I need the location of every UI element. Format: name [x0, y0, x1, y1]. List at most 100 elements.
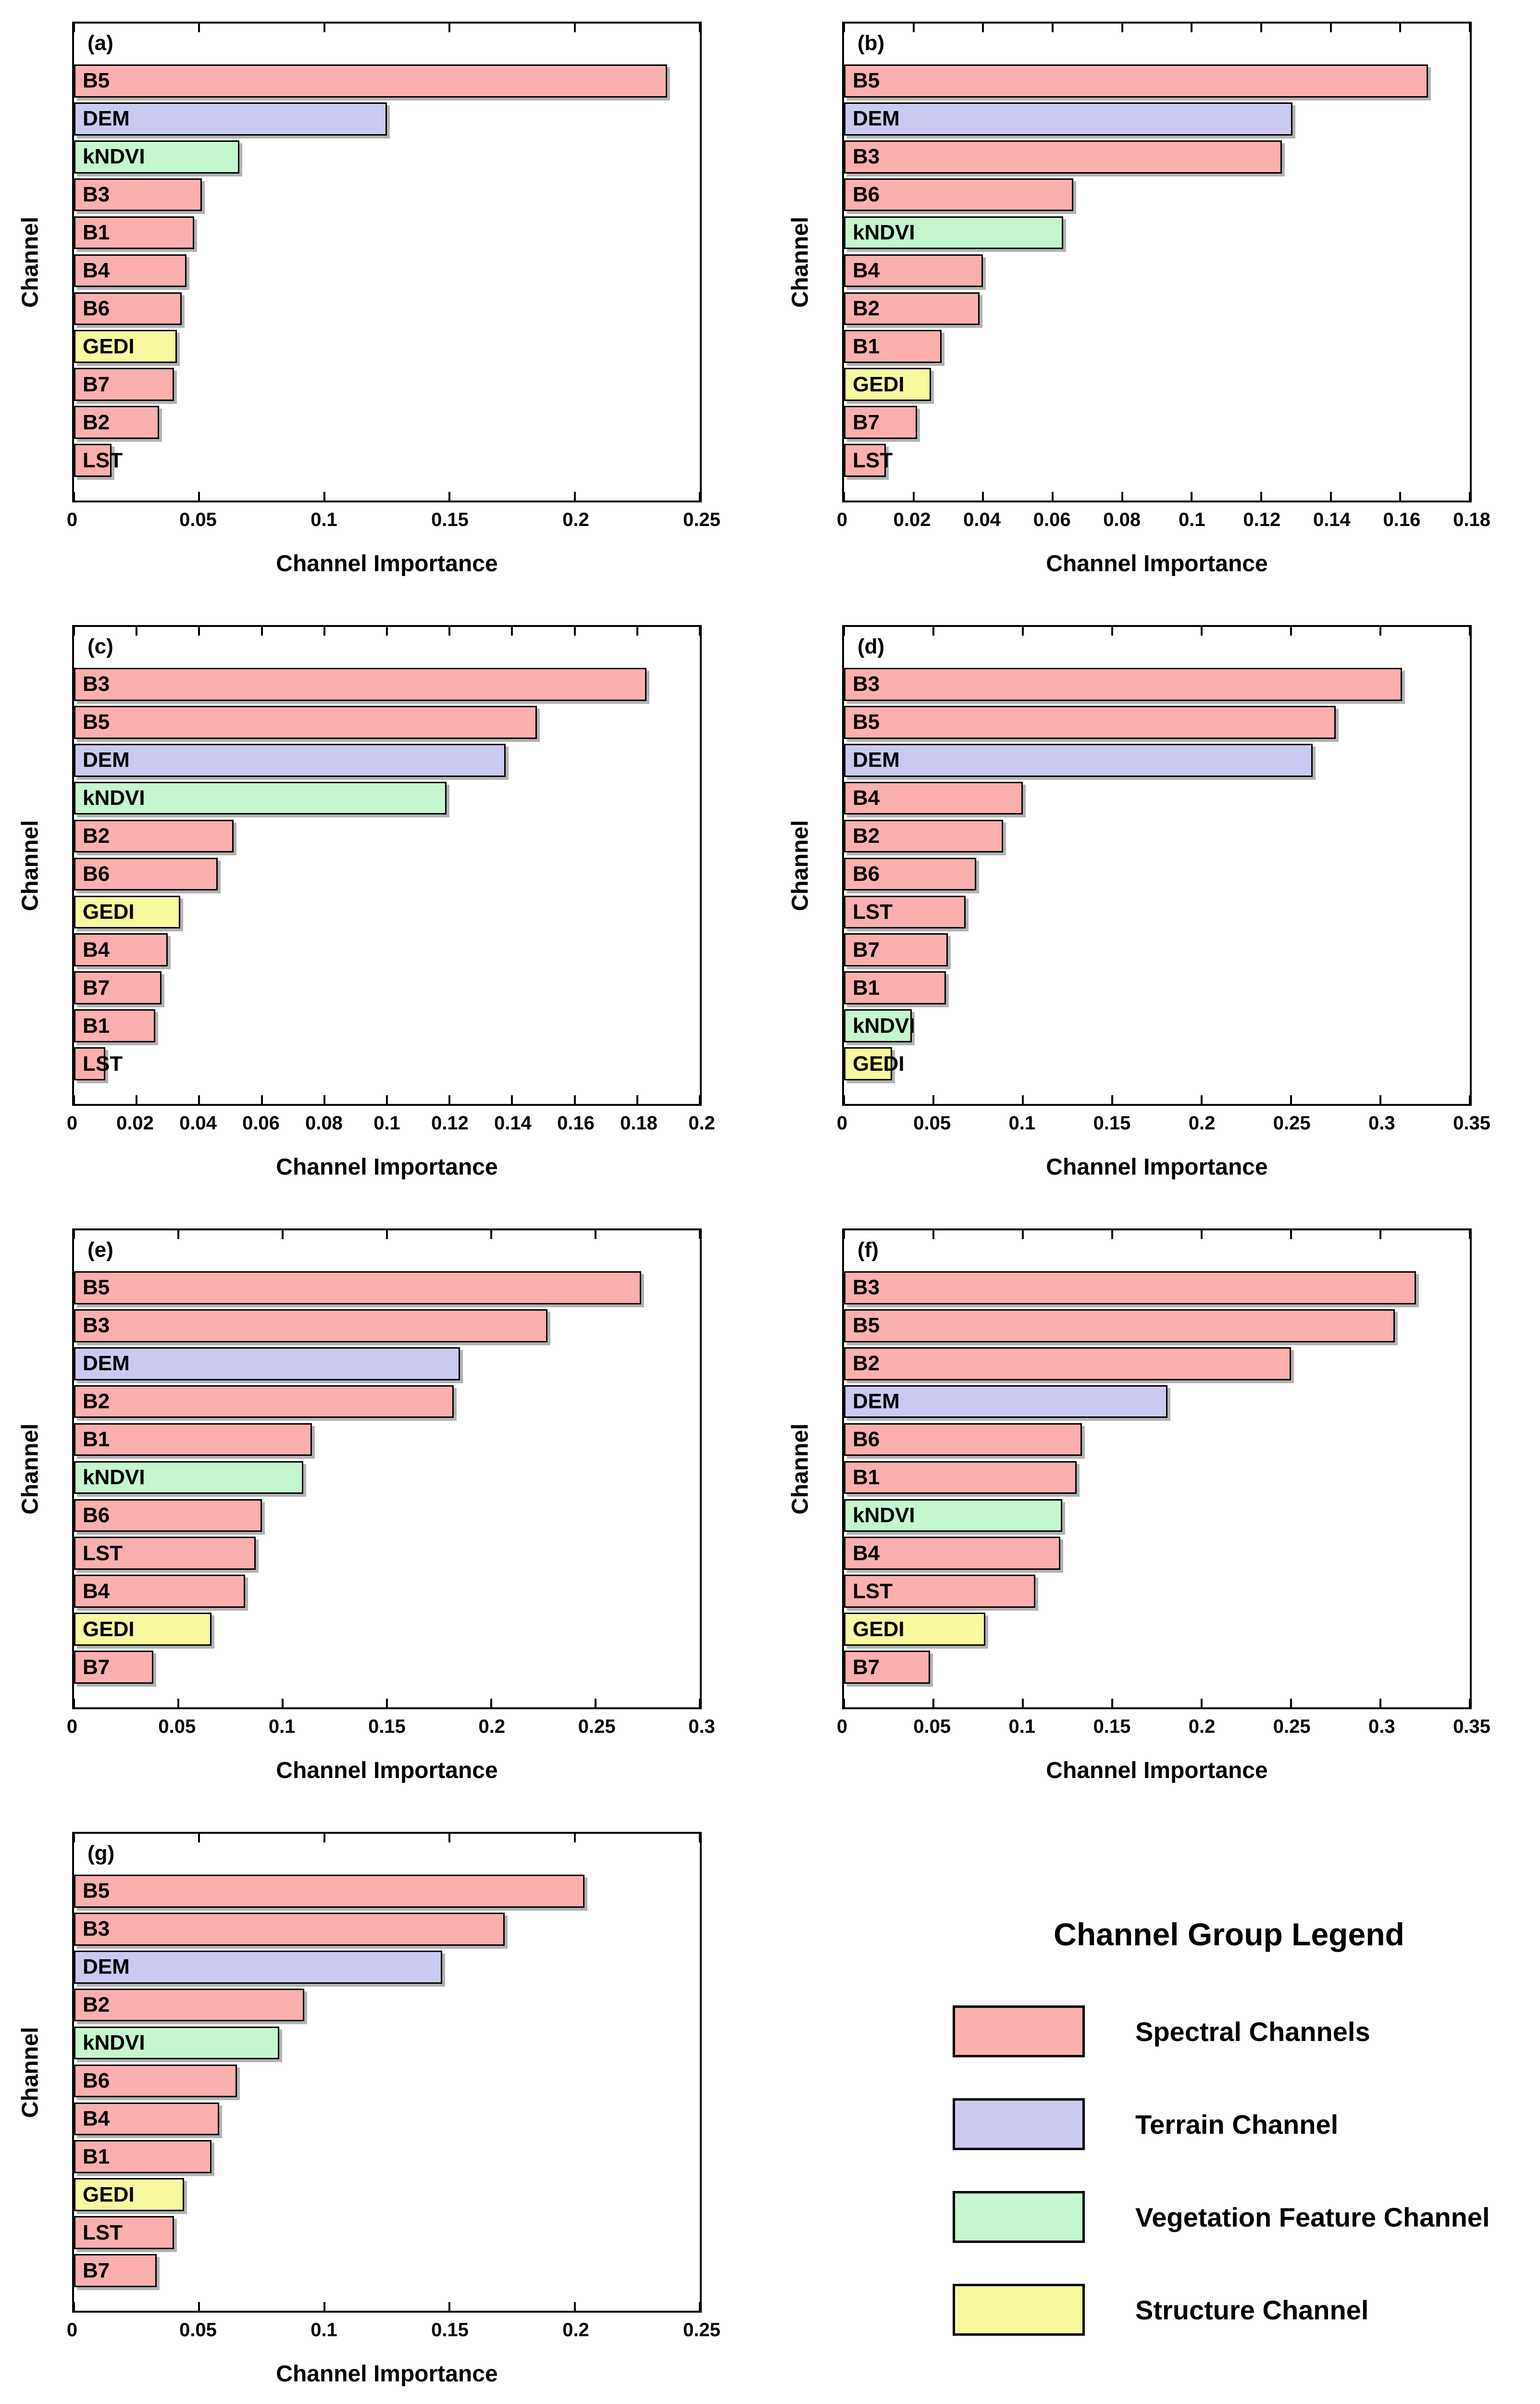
x-tick-mark	[1201, 1699, 1203, 1707]
bar-row: B3	[74, 176, 700, 214]
bar-kndvi: kNDVI	[74, 1461, 304, 1494]
bar-kndvi: kNDVI	[844, 1499, 1062, 1532]
x-tick-mark	[1052, 492, 1054, 501]
bar-lst: LST	[844, 895, 966, 929]
bar-label: LST	[83, 1052, 123, 1076]
x-tick-label: 0.05	[158, 1716, 196, 1737]
x-tick-mark	[448, 1834, 451, 1842]
bar-label: DEM	[83, 748, 130, 772]
x-tick-mark	[198, 2302, 200, 2311]
bar-label: B7	[853, 938, 880, 962]
legend-swatch-structure	[953, 2284, 1085, 2336]
x-ticks-top	[73, 1230, 701, 1239]
x-tick-label: 0.3	[1368, 1113, 1395, 1134]
bar-b5: B5	[844, 64, 1428, 98]
bar-label: B6	[83, 296, 110, 320]
bar-lst: LST	[844, 444, 893, 477]
legend-swatch-vegetation	[953, 2191, 1085, 2243]
legend-box: Channel Group Legend Spectral Channels T…	[953, 1916, 1505, 2377]
x-tick-labels: 0 0.05 0.1 0.15 0.2 0.25	[67, 509, 720, 536]
bar-label: kNDVI	[853, 1014, 915, 1038]
panel-label: (e)	[87, 1238, 113, 1262]
x-tick-mark	[1469, 492, 1471, 501]
x-tick-mark	[448, 24, 451, 32]
bar-row: kNDVI	[844, 214, 1470, 252]
bar-label: B6	[83, 2068, 110, 2092]
bar-row: LST	[844, 893, 1470, 931]
bar-row: B1	[844, 969, 1470, 1007]
bar-row: B5	[74, 1269, 700, 1307]
x-axis-label: Channel Importance	[276, 1758, 498, 1783]
x-tick-label: 0.1	[373, 1113, 400, 1134]
bar-row: kNDVI	[844, 1007, 1470, 1045]
bar-label: GEDI	[853, 1617, 905, 1641]
bar-row: B3	[844, 665, 1470, 703]
bar-b4: B4	[74, 1575, 245, 1608]
x-tick-label: 0.15	[368, 1716, 406, 1737]
x-tick-mark	[573, 1834, 576, 1842]
bar-b6: B6	[844, 1423, 1082, 1456]
bar-label: LST	[83, 1541, 123, 1565]
bar-label: B7	[83, 976, 110, 1000]
x-tick-label: 0.18	[1453, 509, 1490, 530]
x-tick-mark	[982, 24, 984, 32]
bar-b3: B3	[844, 140, 1282, 174]
legend-item-spectral: Spectral Channels	[953, 2005, 1505, 2057]
bar-row: DEM	[844, 741, 1470, 779]
x-ticks-top	[843, 24, 1471, 32]
bar-row: DEM	[74, 1345, 700, 1383]
bar-row: B7	[844, 403, 1470, 441]
x-tick-mark	[1290, 1095, 1292, 1104]
x-tick-label: 0.2	[688, 1113, 715, 1134]
bar-label: kNDVI	[83, 786, 145, 810]
bar-row: B2	[844, 1345, 1470, 1383]
x-tick-mark	[636, 627, 638, 636]
bar-b7: B7	[844, 933, 948, 967]
x-tick-mark	[1111, 1699, 1113, 1707]
bar-gedi: GEDI	[844, 368, 931, 401]
bar-row: DEM	[844, 100, 1470, 138]
bar-b4: B4	[74, 933, 168, 967]
x-tick-label: 0	[836, 509, 848, 530]
x-tick-label: 0	[66, 1113, 78, 1134]
bar-b6: B6	[844, 178, 1074, 212]
x-tick-mark	[982, 492, 984, 501]
x-tick-mark	[1201, 1095, 1203, 1104]
chart-wrap: (d) B3 B5 DEM B4 B2 B6 LST B7 B1 kNDVI GEDI 0 0.05 0…	[837, 625, 1490, 1180]
bar-label: B1	[83, 1014, 110, 1038]
bar-b5: B5	[74, 1271, 642, 1304]
x-tick-mark	[573, 24, 576, 32]
x-tick-label: 0.04	[963, 509, 1001, 530]
x-tick-mark	[1022, 1095, 1024, 1104]
subplot-e: Channel (e) B5 B3 DEM B2 B1 kNDVI B6 LST B4 GEDI B…	[0, 1207, 770, 1810]
bar-gedi: GEDI	[844, 1613, 985, 1646]
bar-label: B6	[83, 862, 110, 886]
bar-label: B5	[853, 1314, 880, 1338]
x-tick-label: 0.25	[683, 2319, 720, 2341]
bar-row: B5	[74, 1872, 700, 1910]
x-tick-label: 0.2	[562, 2319, 589, 2341]
x-tick-mark	[323, 492, 325, 501]
bar-label: B1	[853, 1465, 880, 1489]
bar-row: B6	[844, 1421, 1470, 1459]
bar-lst: LST	[74, 1537, 256, 1570]
bar-gedi: GEDI	[74, 895, 181, 929]
bar-label: B3	[83, 183, 110, 207]
x-tick-label: 0.04	[179, 1113, 217, 1134]
bar-label: B1	[83, 221, 110, 245]
subplot-a: Channel (a) B5 DEM kNDVI B3 B1 B4 B6 GEDI B7 B2 LS…	[0, 0, 770, 603]
bar-row: B1	[74, 2138, 700, 2176]
y-axis-label: Channel	[787, 216, 813, 308]
bar-row: B1	[844, 327, 1470, 365]
legend-title: Channel Group Legend	[1054, 1916, 1404, 1952]
legend-item-terrain: Terrain Channel	[953, 2098, 1505, 2150]
bar-label: GEDI	[83, 1617, 135, 1641]
bar-dem: DEM	[74, 1347, 460, 1380]
bar-row: B6	[74, 1496, 700, 1534]
x-tick-mark	[912, 492, 915, 501]
x-ticks-top	[843, 1230, 1471, 1239]
x-tick-label: 0.1	[1178, 509, 1205, 530]
x-tick-mark	[1329, 492, 1332, 501]
x-tick-label: 0.2	[1188, 1113, 1216, 1134]
bar-label: B2	[853, 824, 880, 848]
